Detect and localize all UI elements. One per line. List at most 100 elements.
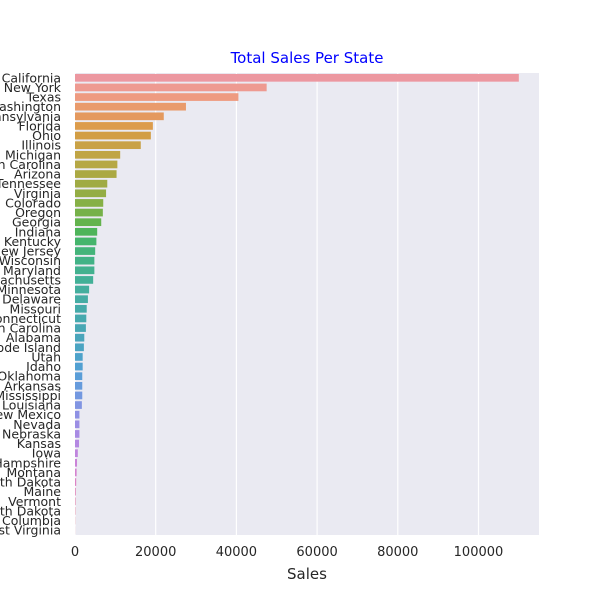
category-label: Louisiana	[2, 398, 61, 413]
bar	[75, 410, 80, 419]
bar	[75, 372, 83, 381]
bar	[75, 73, 519, 82]
bar	[75, 266, 95, 275]
bar	[75, 478, 77, 486]
category-label: Colorado	[5, 195, 61, 210]
category-label: Montana	[7, 465, 62, 480]
category-label: Ohio	[32, 128, 61, 143]
bar	[75, 324, 86, 332]
bar	[75, 170, 117, 178]
bar	[75, 256, 95, 265]
category-label: District of Columbia	[0, 513, 61, 528]
category-label: North Dakota	[0, 503, 61, 518]
bar	[75, 237, 97, 246]
bar	[75, 353, 83, 361]
category-label: Oregon	[15, 205, 61, 220]
category-label: North Carolina	[0, 157, 61, 172]
bar	[75, 141, 141, 150]
category-label: Wisconsin	[0, 253, 61, 268]
x-tick-label: 60000	[296, 545, 337, 560]
x-tick-label: 20000	[135, 545, 176, 560]
bar	[75, 150, 121, 159]
bar	[75, 83, 267, 92]
category-label: Vermont	[8, 494, 61, 509]
x-axis-label: Sales	[287, 565, 327, 583]
bar	[75, 227, 98, 236]
category-label: West Virginia	[0, 523, 61, 538]
category-label: New Mexico	[0, 407, 61, 422]
bar	[75, 189, 107, 198]
category-label: Oklahoma	[0, 369, 61, 384]
bar	[75, 439, 80, 448]
bar	[75, 102, 186, 111]
category-label: Missouri	[10, 301, 61, 316]
bar	[75, 295, 88, 304]
bar	[75, 314, 87, 323]
bar	[75, 160, 118, 169]
plot-background	[75, 73, 539, 535]
category-label: Nevada	[13, 417, 61, 432]
bar	[75, 247, 96, 255]
category-label: Arkansas	[4, 378, 61, 393]
bar	[75, 458, 78, 467]
bar	[75, 420, 80, 429]
bar	[75, 468, 77, 477]
bar	[75, 362, 83, 371]
category-label: Arizona	[14, 167, 61, 182]
category-label: South Carolina	[0, 321, 61, 336]
category-label: New York	[4, 80, 62, 95]
category-label: New Jersey	[0, 244, 62, 259]
bar	[75, 449, 78, 458]
category-label: Massachusetts	[0, 272, 61, 287]
category-label: Connecticut	[0, 311, 61, 326]
category-label: New Hampshire	[0, 455, 61, 470]
category-label: South Dakota	[0, 475, 61, 490]
bar	[75, 487, 76, 496]
category-label: Alabama	[6, 330, 61, 345]
category-label: Kentucky	[4, 234, 62, 249]
bar	[75, 122, 153, 130]
bar	[75, 199, 104, 207]
category-label: Maryland	[3, 263, 61, 278]
bar	[75, 218, 102, 227]
bar	[75, 179, 108, 188]
x-tick-label: 40000	[216, 545, 257, 560]
bar	[75, 285, 90, 294]
category-label: Nebraska	[2, 426, 61, 441]
category-label: Indiana	[15, 224, 61, 239]
category-label: Kansas	[17, 436, 61, 451]
bar	[75, 343, 84, 352]
x-tick-label: 0	[71, 545, 79, 560]
x-tick-label: 100000	[454, 545, 504, 560]
category-label: Georgia	[12, 215, 61, 230]
category-label: Minnesota	[0, 282, 61, 297]
category-label: Washington	[0, 99, 61, 114]
x-tick-labels: 0 20000 40000 60000 80000 100000	[71, 545, 503, 560]
bar	[75, 112, 164, 121]
bar	[75, 401, 82, 409]
bars	[75, 73, 519, 535]
bar	[75, 381, 83, 390]
category-label: California	[2, 70, 61, 85]
chart-title: Total Sales Per State	[230, 49, 384, 67]
category-label: Rhode Island	[0, 340, 61, 355]
bar	[75, 131, 151, 140]
category-label: Florida	[18, 118, 61, 133]
category-label: Mississippi	[0, 388, 61, 403]
bar	[75, 333, 85, 342]
category-label: Maine	[23, 484, 61, 499]
category-label: Texas	[25, 90, 61, 105]
category-label: Utah	[31, 349, 61, 364]
bar	[75, 497, 76, 506]
bar	[75, 304, 87, 313]
bar	[75, 276, 94, 284]
bar	[75, 208, 103, 217]
bar	[75, 391, 83, 400]
category-label: Pennsylvania	[0, 109, 61, 124]
bar	[75, 430, 80, 438]
category-label: Idaho	[26, 359, 61, 374]
category-label: Delaware	[2, 292, 61, 307]
